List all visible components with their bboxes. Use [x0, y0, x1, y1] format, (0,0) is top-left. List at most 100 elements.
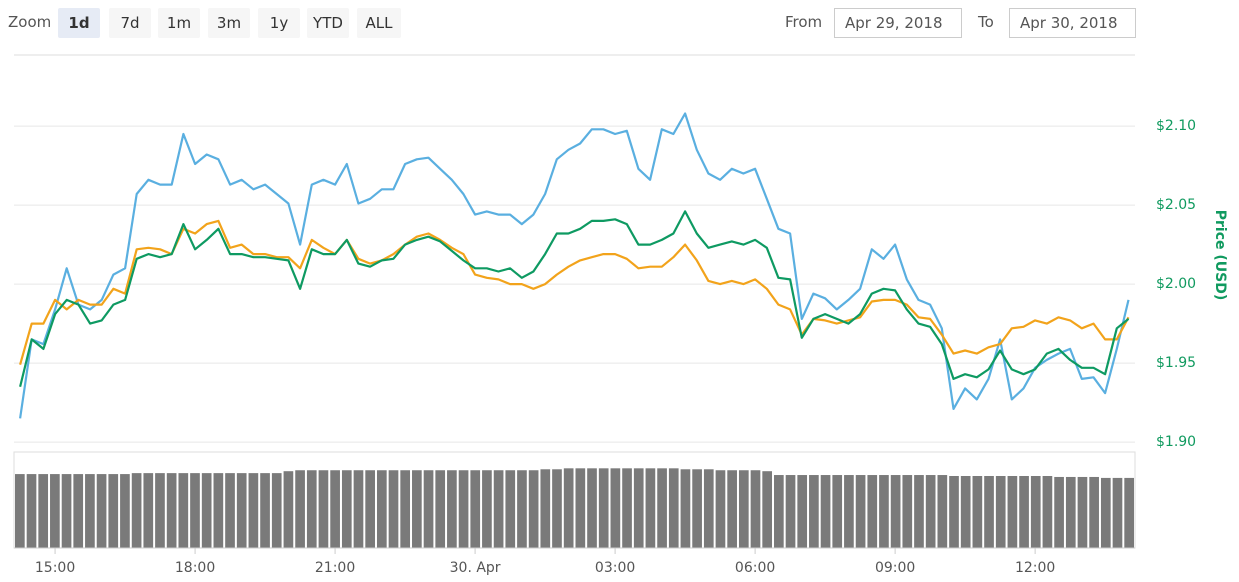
volume-bar [855, 475, 866, 548]
volume-bar [552, 469, 562, 548]
zoom-button[interactable]: 1d [58, 8, 100, 38]
volume-bar [750, 470, 761, 548]
volume-bar [38, 474, 49, 548]
volume-bar [995, 476, 1006, 548]
volume-bar [26, 474, 37, 548]
volume-bar [155, 473, 165, 548]
volume-bar [260, 473, 270, 548]
zoom-button[interactable]: 1y [258, 8, 300, 38]
volume-bar [622, 468, 632, 548]
volume-bar [341, 470, 352, 548]
volume-bar [353, 470, 364, 548]
volume-bar [190, 473, 200, 548]
volume-bar [715, 470, 726, 548]
volume-bar [225, 473, 235, 548]
volume-bar [166, 473, 177, 548]
volume-bar [505, 470, 516, 548]
volume-bar [412, 470, 422, 548]
zoom-button[interactable]: 7d [109, 8, 151, 38]
volume-bar [738, 470, 749, 548]
to-input[interactable]: Apr 30, 2018 [1009, 8, 1136, 38]
volume-bar [1089, 476, 1099, 548]
volume-bar [482, 470, 492, 548]
volume-bar [295, 470, 305, 548]
volume-bar [809, 475, 819, 548]
volume-bar [1100, 477, 1111, 548]
volume-bar [248, 473, 259, 548]
volume-bar [680, 469, 691, 548]
toolbar: Zoom From Apr 29, 2018 To Apr 30, 2018 1… [0, 0, 1239, 44]
volume-bar [1124, 477, 1134, 548]
volume-bar [890, 475, 901, 548]
volume-bar [844, 475, 854, 548]
volume-bar [493, 470, 504, 548]
volume-bar [131, 473, 142, 548]
volume-bar [633, 468, 644, 548]
volume-bar [727, 470, 737, 548]
zoom-button[interactable]: 1m [158, 8, 200, 38]
volume-bar [774, 475, 784, 548]
y-tick-label: $2.05 [1156, 197, 1196, 213]
volume-bar [820, 475, 831, 548]
from-label: From [785, 13, 823, 31]
volume-bar [598, 468, 609, 548]
volume-bar [423, 470, 434, 548]
y-axis-label: Price (USD) [1212, 210, 1228, 301]
volume-bar [575, 468, 586, 548]
volume-bar [178, 473, 189, 548]
volume-bar [563, 468, 574, 548]
volume-bar [645, 468, 656, 548]
x-tick-label: 09:00 [875, 560, 915, 576]
to-label: To [978, 13, 994, 31]
zoom-button[interactable]: YTD [307, 8, 349, 38]
volume-bar [703, 469, 714, 548]
volume-bar [283, 471, 294, 548]
volume-bar [832, 475, 843, 548]
volume-bar [201, 473, 212, 548]
volume-bar [143, 473, 154, 548]
volume-bar [365, 470, 375, 548]
volume-bar [902, 475, 913, 548]
volume-bar [96, 474, 107, 548]
volume-bar [949, 476, 959, 548]
volume-bar [330, 470, 340, 548]
volume-bar [388, 470, 399, 548]
volume-bar [879, 475, 889, 548]
volume-bar [85, 474, 95, 548]
volume-bar [458, 470, 469, 548]
x-tick-label: 18:00 [175, 560, 215, 576]
x-tick-label: 30. Apr [450, 560, 501, 576]
volume-bar [797, 475, 808, 548]
volume-bar [587, 468, 597, 548]
y-tick-label: $2.00 [1156, 276, 1196, 292]
volume-bar [762, 471, 773, 548]
volume-bar [73, 474, 84, 548]
volume-bar [1065, 476, 1076, 548]
x-tick-label: 06:00 [735, 560, 775, 576]
volume-bar [400, 470, 411, 548]
volume-bar [960, 476, 971, 548]
volume-bar [120, 474, 130, 548]
x-tick-label: 15:00 [35, 560, 75, 576]
volume-bar [435, 470, 446, 548]
x-tick-label: 21:00 [315, 560, 355, 576]
zoom-button[interactable]: 3m [208, 8, 250, 38]
zoom-label: Zoom [8, 13, 52, 31]
volume-bar [1042, 476, 1053, 548]
zoom-button[interactable]: ALL [357, 8, 401, 38]
from-input[interactable]: Apr 29, 2018 [834, 8, 962, 38]
volume-bar [528, 470, 539, 548]
volume-bar [376, 470, 387, 548]
volume-bar [271, 473, 282, 548]
volume-bar [984, 476, 994, 548]
volume-bar [1112, 477, 1123, 548]
price-line [19, 112, 1130, 419]
volume-bar [470, 470, 481, 548]
volume-bar [785, 475, 796, 548]
volume-bar [517, 470, 527, 548]
volume-bar [867, 475, 878, 548]
volume-bar [108, 474, 119, 548]
volume-bar [972, 476, 983, 548]
volume-bar [15, 474, 25, 548]
volume-bar [50, 474, 60, 548]
